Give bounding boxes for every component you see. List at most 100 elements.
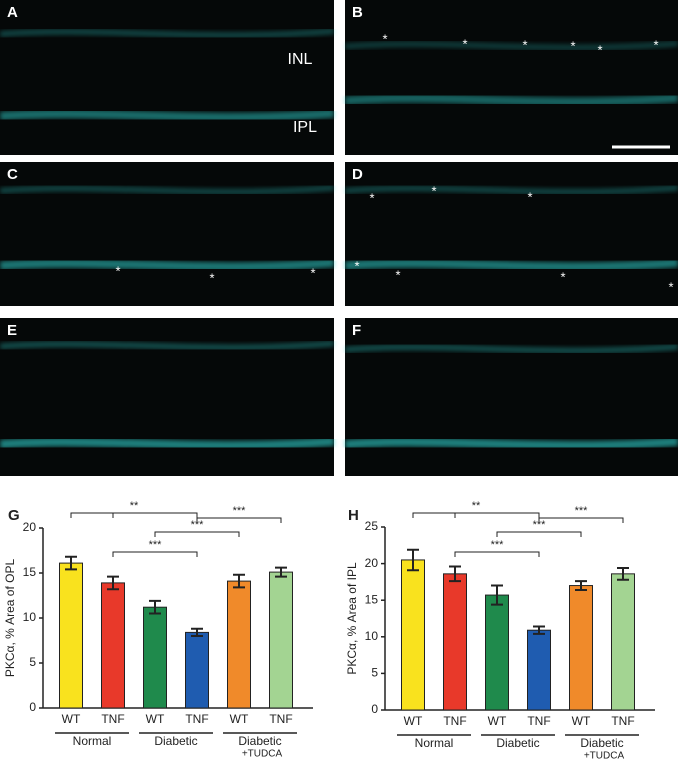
charts: G PKCα, % Area of OPL 0 5 10 15 20 WT TNF WT TNF WT… [3, 500, 655, 761]
x-tick-label: WT [62, 712, 81, 726]
significance-bracket [538, 517, 624, 523]
x-tick-label: WT [572, 714, 591, 728]
group-label: Diabetic [154, 734, 197, 748]
error-bar [407, 548, 419, 572]
error-bar [275, 566, 287, 578]
panel-label: E [7, 322, 17, 339]
annotation: * [395, 267, 400, 282]
group-label: Normal [415, 736, 454, 750]
annotation: * [115, 263, 120, 278]
error-bar [149, 599, 161, 615]
error-whisker [275, 566, 287, 578]
stain-band [344, 93, 678, 107]
error-whisker [533, 625, 545, 635]
stain-band [344, 40, 678, 51]
error-whisker [191, 627, 203, 637]
group-sublabel: +TUDCA [584, 751, 625, 761]
x-tick-label: TNF [611, 714, 634, 728]
significance-label: *** [149, 539, 163, 551]
bar [401, 559, 425, 711]
x-tick-label: TNF [443, 714, 466, 728]
y-axis-label: PKCα, % Area of OPL [3, 559, 17, 678]
error-whisker [149, 599, 161, 615]
y-tick-label: 20 [365, 556, 379, 570]
stain-band [0, 340, 335, 351]
stain-band [0, 436, 335, 450]
y-tick-label: 10 [365, 629, 379, 643]
significance-label: ** [130, 500, 139, 512]
annotation: INL [288, 51, 313, 68]
micrograph [0, 162, 334, 306]
stain-band [344, 436, 678, 450]
bar [269, 571, 293, 709]
significance-bracket [154, 531, 240, 537]
stain-band [344, 258, 678, 272]
error-bar [107, 575, 119, 591]
significance-bracket [496, 531, 582, 537]
panel-label: F [352, 322, 361, 339]
group-label: Normal [73, 734, 112, 748]
bar [569, 585, 593, 711]
y-tick-label: 15 [23, 565, 37, 579]
annotation: * [570, 38, 575, 53]
panel-label: D [352, 166, 363, 183]
significance-bracket [70, 512, 198, 518]
x-tick-label: TNF [185, 712, 208, 726]
x-tick-label: WT [404, 714, 423, 728]
annotation: * [527, 189, 532, 204]
panel-label: A [7, 4, 18, 21]
error-bar [617, 566, 629, 581]
significance-label: ** [472, 500, 481, 512]
group-label: Diabetic [238, 734, 281, 748]
bar [527, 629, 551, 711]
significance-label: *** [533, 519, 547, 531]
micrograph [345, 0, 678, 155]
error-bar [491, 584, 503, 606]
micrograph [345, 318, 678, 476]
significance-bracket [112, 551, 198, 557]
group-sublabel: +TUDCA [242, 749, 283, 760]
micrograph [0, 0, 334, 155]
stain-band [0, 28, 335, 39]
bar [443, 573, 467, 711]
significance-label: *** [491, 539, 505, 551]
micrograph [345, 162, 678, 306]
y-tick-label: 0 [371, 702, 378, 716]
y-tick-label: 10 [23, 610, 37, 624]
significance-label: *** [575, 505, 589, 517]
annotation: * [560, 269, 565, 284]
bar [185, 631, 209, 709]
error-whisker [491, 584, 503, 606]
annotation: * [354, 258, 359, 273]
y-tick-label: 5 [29, 655, 36, 669]
error-whisker [233, 573, 245, 589]
x-tick-label: TNF [269, 712, 292, 726]
stain-band [0, 184, 335, 195]
bar [143, 606, 167, 709]
annotation: * [431, 183, 436, 198]
error-whisker [617, 566, 629, 581]
group-label: Diabetic [496, 736, 539, 750]
x-tick-label: WT [146, 712, 165, 726]
error-bar [65, 555, 77, 571]
x-tick-label: TNF [101, 712, 124, 726]
annotation: * [369, 190, 374, 205]
stain-band [0, 258, 335, 272]
y-tick-label: 5 [371, 666, 378, 680]
y-tick-label: 20 [23, 520, 37, 534]
error-whisker [407, 548, 419, 572]
y-tick-label: 25 [365, 519, 379, 533]
y-tick-label: 0 [29, 700, 36, 714]
stain-band [344, 343, 678, 354]
error-whisker [107, 575, 119, 591]
error-bar [575, 580, 587, 591]
micrographs: A INL IPL B * * * * * * C * * * D * * * * * * * E F [0, 0, 678, 476]
error-whisker [575, 580, 587, 591]
group-label: Diabetic [580, 736, 623, 750]
panel-label: G [8, 507, 20, 524]
significance-label: *** [191, 519, 205, 531]
stain-band [0, 108, 335, 122]
panel-label: C [7, 166, 18, 183]
y-tick-label: 15 [365, 592, 379, 606]
